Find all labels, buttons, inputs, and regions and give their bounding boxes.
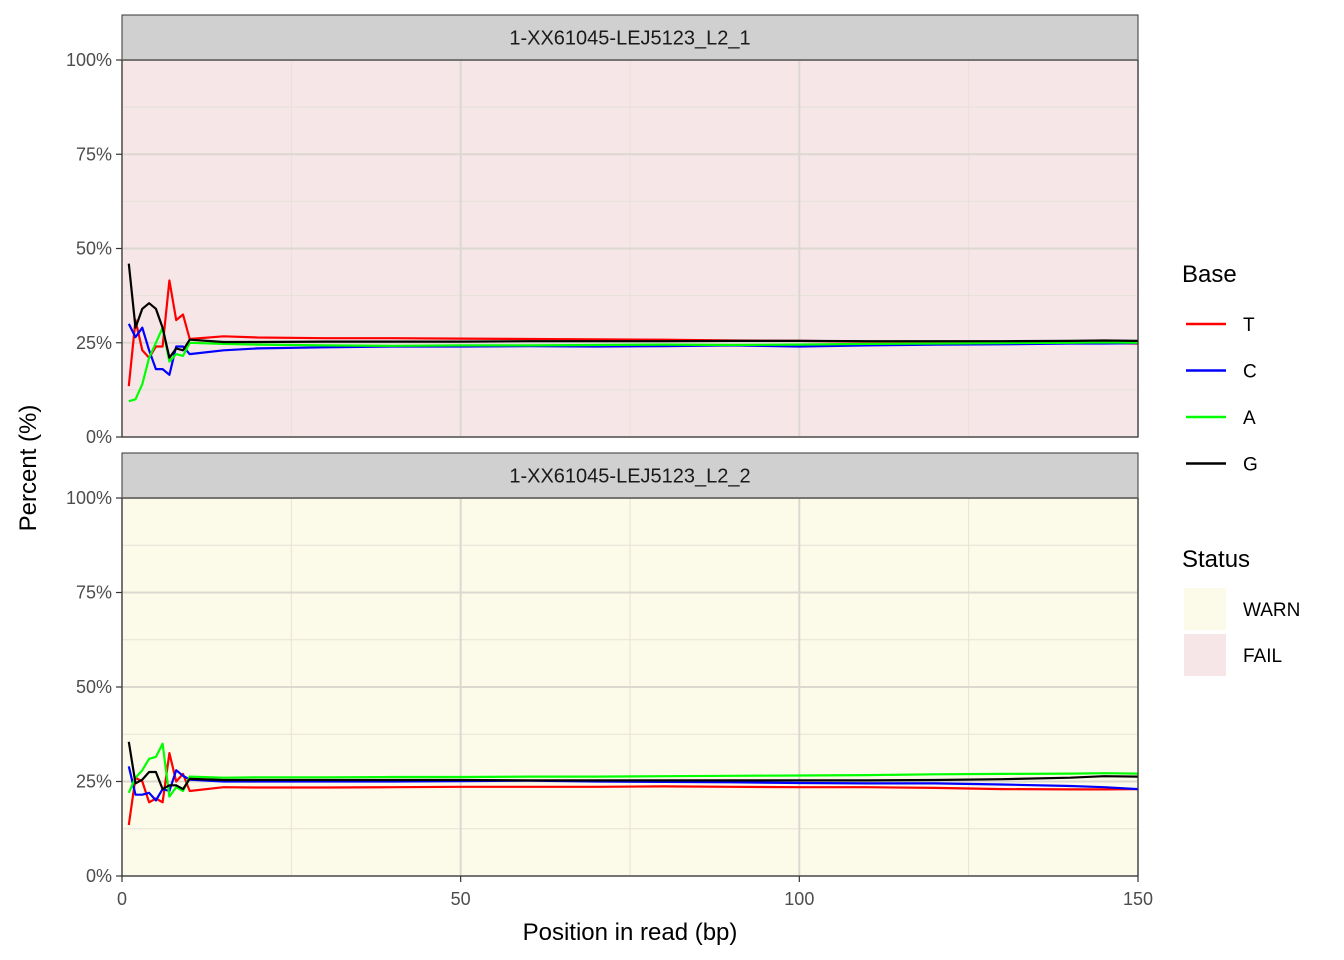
- y-tick-label: 25%: [76, 333, 112, 353]
- panel-strip-label: 1-XX61045-LEJ5123_L2_1: [509, 28, 750, 50]
- y-axis-title: Percent (%): [15, 405, 42, 532]
- series-line-C: [127, 323, 1139, 376]
- legend-status: Status WARN FAIL: [1182, 546, 1300, 676]
- legend-label: WARN: [1243, 600, 1300, 621]
- y-tick-label: 25%: [76, 772, 112, 792]
- legend-label: A: [1243, 408, 1256, 429]
- x-axis-title: Position in read (bp): [523, 919, 738, 946]
- series-line-G: [127, 263, 1139, 359]
- legend-base: Base T C A G: [1182, 261, 1258, 476]
- legend-label: C: [1243, 362, 1257, 383]
- y-tick-label: 75%: [76, 583, 112, 603]
- series-line-C: [127, 766, 1139, 802]
- x-tick-label: 100: [784, 889, 814, 909]
- panel-1: 1-XX61045-LEJ5123_L2_1 0% 25% 50% 75% 100%: [66, 14, 1139, 447]
- series-line-G: [127, 741, 1139, 791]
- y-tick-label: 100%: [66, 50, 112, 70]
- panel-strip-label: 1-XX61045-LEJ5123_L2_2: [509, 466, 750, 488]
- legend-key-FAIL: [1184, 634, 1226, 676]
- y-tick-label: 0%: [86, 866, 112, 886]
- legend-label: T: [1243, 315, 1255, 336]
- x-tick-label: 0: [117, 889, 127, 909]
- y-tick-label: 0%: [86, 427, 112, 447]
- y-tick-label: 50%: [76, 239, 112, 259]
- series-line-A: [127, 742, 1139, 798]
- legend-title: Status: [1182, 546, 1250, 573]
- panel-2: 1-XX61045-LEJ5123_L2_2 0% 25% 50% 75% 100%: [66, 452, 1139, 886]
- panel-strip: [121, 14, 1139, 61]
- legend-label: FAIL: [1243, 646, 1282, 667]
- y-tick-label: 75%: [76, 144, 112, 164]
- legend-title: Base: [1182, 261, 1237, 288]
- legend-label: G: [1243, 455, 1258, 476]
- x-tick-label: 50: [451, 889, 471, 909]
- y-tick-label: 50%: [76, 677, 112, 697]
- legend-key-WARN: [1184, 588, 1226, 630]
- y-tick-label: 100%: [66, 488, 112, 508]
- series-line-A: [128, 326, 1139, 403]
- x-tick-label: 150: [1123, 889, 1153, 909]
